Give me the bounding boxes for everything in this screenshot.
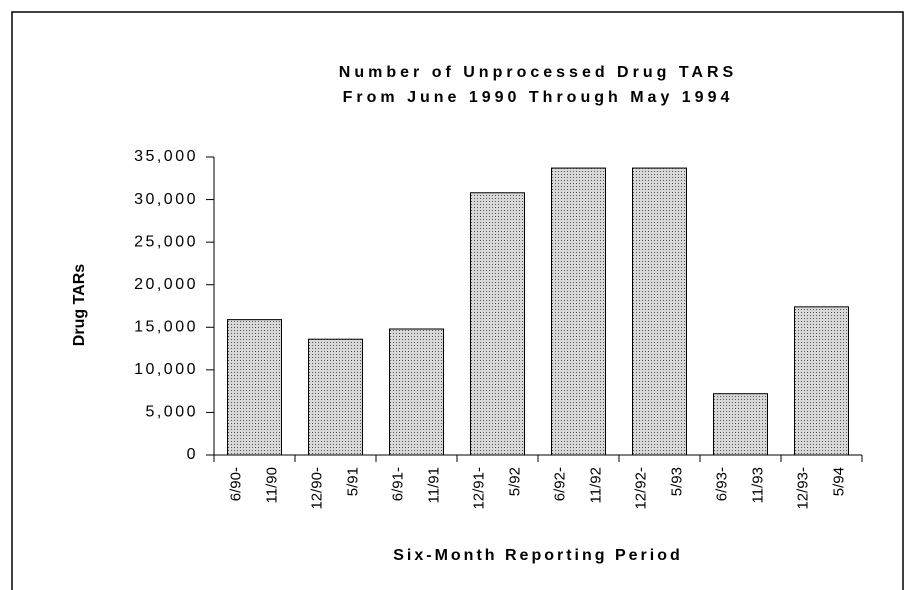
bar (470, 192, 525, 456)
x-tick-label: 11/93 (749, 467, 766, 503)
x-tick-label: 11/92 (587, 467, 604, 503)
y-tick-label: 20,000 (134, 276, 198, 293)
y-tick-label: 35,000 (134, 148, 198, 165)
x-tick-label: 5/92 (506, 467, 523, 496)
bar (713, 393, 768, 456)
y-tick-label: 30,000 (134, 191, 198, 208)
y-tick-label: 15,000 (134, 319, 198, 336)
y-axis-title: Drug TARs (71, 264, 88, 346)
y-tick-label: 5,000 (145, 404, 198, 421)
frame (11, 11, 904, 590)
bar (389, 328, 444, 456)
y-tick-label: 0 (187, 446, 198, 463)
x-tick-label: 6/92- (551, 467, 568, 501)
y-tick-label: 25,000 (134, 233, 198, 250)
y-tick-label: 10,000 (134, 361, 198, 378)
x-tick-label: 12/93- (794, 467, 811, 510)
bar (551, 167, 606, 456)
x-tick-label: 12/91- (470, 467, 487, 510)
x-tick-label: 11/91 (425, 467, 442, 503)
bar (794, 306, 849, 456)
chart-subtitle: From June 1990 Through May 1994 (343, 89, 734, 106)
x-tick-label: 6/91- (389, 467, 406, 501)
x-tick-label: 6/93- (713, 467, 730, 501)
x-tick-label: 11/90 (263, 467, 280, 503)
x-tick-label: 12/90- (308, 467, 325, 510)
bar (227, 319, 282, 456)
x-tick-label: 5/93 (668, 467, 685, 496)
x-tick-label: 12/92- (632, 467, 649, 510)
x-tick-label: 6/90- (227, 467, 244, 501)
x-tick-label: 5/94 (830, 467, 847, 496)
x-tick-label: 5/91 (344, 467, 361, 496)
x-axis-title: Six-Month Reporting Period (393, 547, 683, 564)
bar (308, 338, 363, 456)
chart-title: Number of Unprocessed Drug TARS (339, 64, 737, 81)
bar (632, 167, 687, 456)
